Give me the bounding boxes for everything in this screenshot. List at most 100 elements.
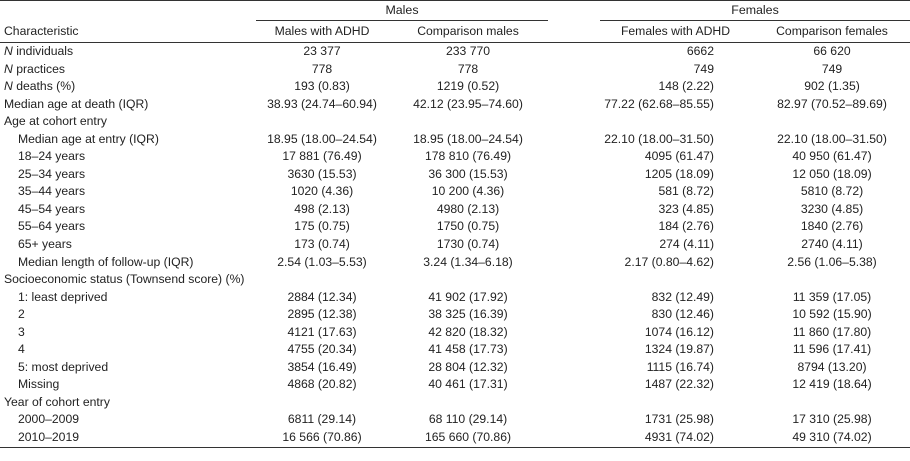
table-row: 2 2895 (12.38) 38 325 (16.39) 830 (12.46) 10…	[0, 306, 910, 324]
cell-comparison-females: 3230 (4.85)	[800, 201, 864, 216]
row-label-text: deaths (%)	[12, 79, 76, 94]
row-label: Missing	[0, 376, 256, 394]
cell-females-adhd: 77.22 (62.68–85.55)	[604, 96, 714, 111]
cell-comparison-females: 12 050 (18.09)	[792, 166, 872, 181]
group-header-males: Males	[256, 0, 548, 21]
cell-comparison-males: 42 820 (18.32)	[428, 324, 508, 339]
cell-comparison-females: 10 592 (15.90)	[792, 307, 872, 322]
cell-comparison-females: 22.10 (18.00–31.50)	[777, 131, 887, 146]
cell-males-adhd: 778	[311, 61, 333, 76]
table-row: 2010–2019 16 566 (70.86) 165 660 (70.86) 49…	[0, 429, 910, 448]
table-row: Median age at death (IQR) 38.93 (24.74–60…	[0, 96, 910, 114]
cell-comparison-males: 4980 (2.13)	[436, 201, 500, 216]
cell-comparison-females: 1840 (2.76)	[800, 219, 864, 234]
row-label-text: Age at cohort entry	[4, 114, 107, 129]
row-label: 2010–2019	[0, 429, 256, 448]
cell-comparison-males: 36 300 (15.53)	[428, 166, 508, 181]
cell-males-adhd	[256, 394, 388, 412]
col-header-comparison-males: Comparison males	[388, 21, 548, 43]
table-row: Year of cohort entry	[0, 394, 910, 412]
cell-males-adhd: 173 (0.74)	[294, 237, 350, 252]
table-row: 2000–2009 6811 (29.14) 68 110 (29.14) 1731 …	[0, 411, 910, 429]
group-header-empty	[0, 0, 256, 21]
table-row: 25–34 years 3630 (15.53) 36 300 (15.53) 120…	[0, 166, 910, 184]
row-label-text: 4	[18, 342, 25, 357]
cell-males-adhd	[256, 113, 388, 131]
cell-females-adhd: 1205 (18.09)	[644, 166, 714, 181]
cell-comparison-females: 2.56 (1.06–5.38)	[787, 254, 877, 269]
cell-comparison-males	[388, 394, 548, 412]
table-row: Missing 4868 (20.82) 40 461 (17.31) 1487 (2…	[0, 376, 910, 394]
cell-comparison-males: 1730 (0.74)	[436, 237, 500, 252]
cell-comparison-females: 902 (1.35)	[804, 79, 860, 94]
cell-comparison-males: 10 200 (4.36)	[431, 184, 505, 199]
cell-females-adhd: 581 (8.72)	[658, 184, 714, 199]
cell-females-adhd: 22.10 (18.00–31.50)	[604, 131, 714, 146]
row-label-text: 1: least deprived	[18, 289, 108, 304]
row-label-text: Median age at death (IQR)	[4, 96, 149, 111]
table-row: 1: least deprived 2884 (12.34) 41 902 (17.…	[0, 289, 910, 307]
table-row: N individuals 23 377 233 770 6662 66 620	[0, 43, 910, 61]
table-row: 5: most deprived 3854 (16.49) 28 804 (12.3…	[0, 359, 910, 377]
cell-comparison-females: 17 310 (25.98)	[792, 412, 872, 427]
row-label-text: 2010–2019	[18, 430, 80, 445]
cell-comparison-females	[754, 113, 910, 131]
col-header-females-adhd: Females with ADHD	[548, 21, 754, 43]
row-label: 2	[0, 306, 256, 324]
row-label-text: Missing	[18, 377, 60, 392]
cell-males-adhd: 4755 (20.34)	[287, 342, 357, 357]
row-label: 65+ years	[0, 236, 256, 254]
cell-males-adhd: 4868 (20.82)	[287, 377, 357, 392]
cell-males-adhd: 3630 (15.53)	[287, 166, 357, 181]
cell-comparison-females: 11 359 (17.05)	[792, 289, 872, 304]
cell-males-adhd: 17 881 (76.49)	[282, 149, 362, 164]
row-label-text: practices	[12, 61, 65, 76]
cell-comparison-females: 749	[821, 61, 843, 76]
group-header-gap	[548, 0, 600, 21]
row-label: N individuals	[0, 43, 256, 61]
row-label-text: 65+ years	[18, 237, 72, 252]
cell-females-adhd: 274 (4.11)	[659, 237, 714, 252]
row-label: 55–64 years	[0, 218, 256, 236]
row-label-text: 18–24 years	[18, 149, 86, 164]
cell-comparison-males: 41 902 (17.92)	[428, 289, 508, 304]
row-label-text: 2	[18, 307, 25, 322]
cell-comparison-males: 1750 (0.75)	[436, 219, 500, 234]
cell-males-adhd: 38.93 (24.74–60.94)	[267, 96, 377, 111]
cell-comparison-females: 8794 (13.20)	[797, 359, 867, 374]
row-label: 2000–2009	[0, 411, 256, 429]
cell-comparison-females: 40 950 (61.47)	[792, 149, 872, 164]
table-row: Median age at entry (IQR) 18.95 (18.00–24…	[0, 131, 910, 149]
cell-males-adhd	[256, 271, 388, 289]
cell-females-adhd: 6662	[686, 44, 714, 58]
row-label-text: 5: most deprived	[18, 359, 109, 374]
row-label-text: 45–54 years	[18, 201, 86, 216]
cell-females-adhd: 832 (12.49)	[651, 289, 714, 304]
table-row: 18–24 years 17 881 (76.49) 178 810 (76.49)…	[0, 148, 910, 166]
cell-males-adhd: 6811 (29.14)	[287, 412, 357, 427]
cell-comparison-males: 40 461 (17.31)	[428, 377, 508, 392]
cell-comparison-females: 2740 (4.11)	[801, 237, 863, 252]
cell-females-adhd: 148 (2.22)	[658, 79, 714, 94]
cell-comparison-males: 3.24 (1.34–6.18)	[423, 254, 513, 269]
cell-comparison-males: 68 110 (29.14)	[428, 412, 508, 427]
cell-comparison-females: 5810 (8.72)	[800, 184, 864, 199]
cell-males-adhd: 1020 (4.36)	[290, 184, 354, 199]
cell-comparison-females: 12 419 (18.64)	[792, 377, 872, 392]
cell-females-adhd: 323 (4.85)	[658, 201, 714, 216]
cell-comparison-males: 1219 (0.52)	[436, 79, 500, 94]
cell-females-adhd: 1324 (19.87)	[644, 342, 714, 357]
row-label-text: Median age at entry (IQR)	[18, 131, 159, 146]
row-label: Age at cohort entry	[0, 113, 256, 131]
row-label: 18–24 years	[0, 148, 256, 166]
cell-females-adhd: 4931 (74.02)	[548, 429, 754, 448]
cell-females-adhd: 1074 (16.12)	[644, 324, 714, 339]
cell-females-adhd: 4095 (61.47)	[644, 149, 714, 164]
cell-comparison-males	[388, 113, 548, 131]
cell-comparison-males: 28 804 (12.32)	[428, 359, 508, 374]
row-label-text: 3	[18, 324, 25, 339]
cell-males-adhd: 498 (2.13)	[294, 201, 350, 216]
row-label: Median age at death (IQR)	[0, 96, 256, 114]
table-row: N practices 778 778 749 749	[0, 61, 910, 79]
